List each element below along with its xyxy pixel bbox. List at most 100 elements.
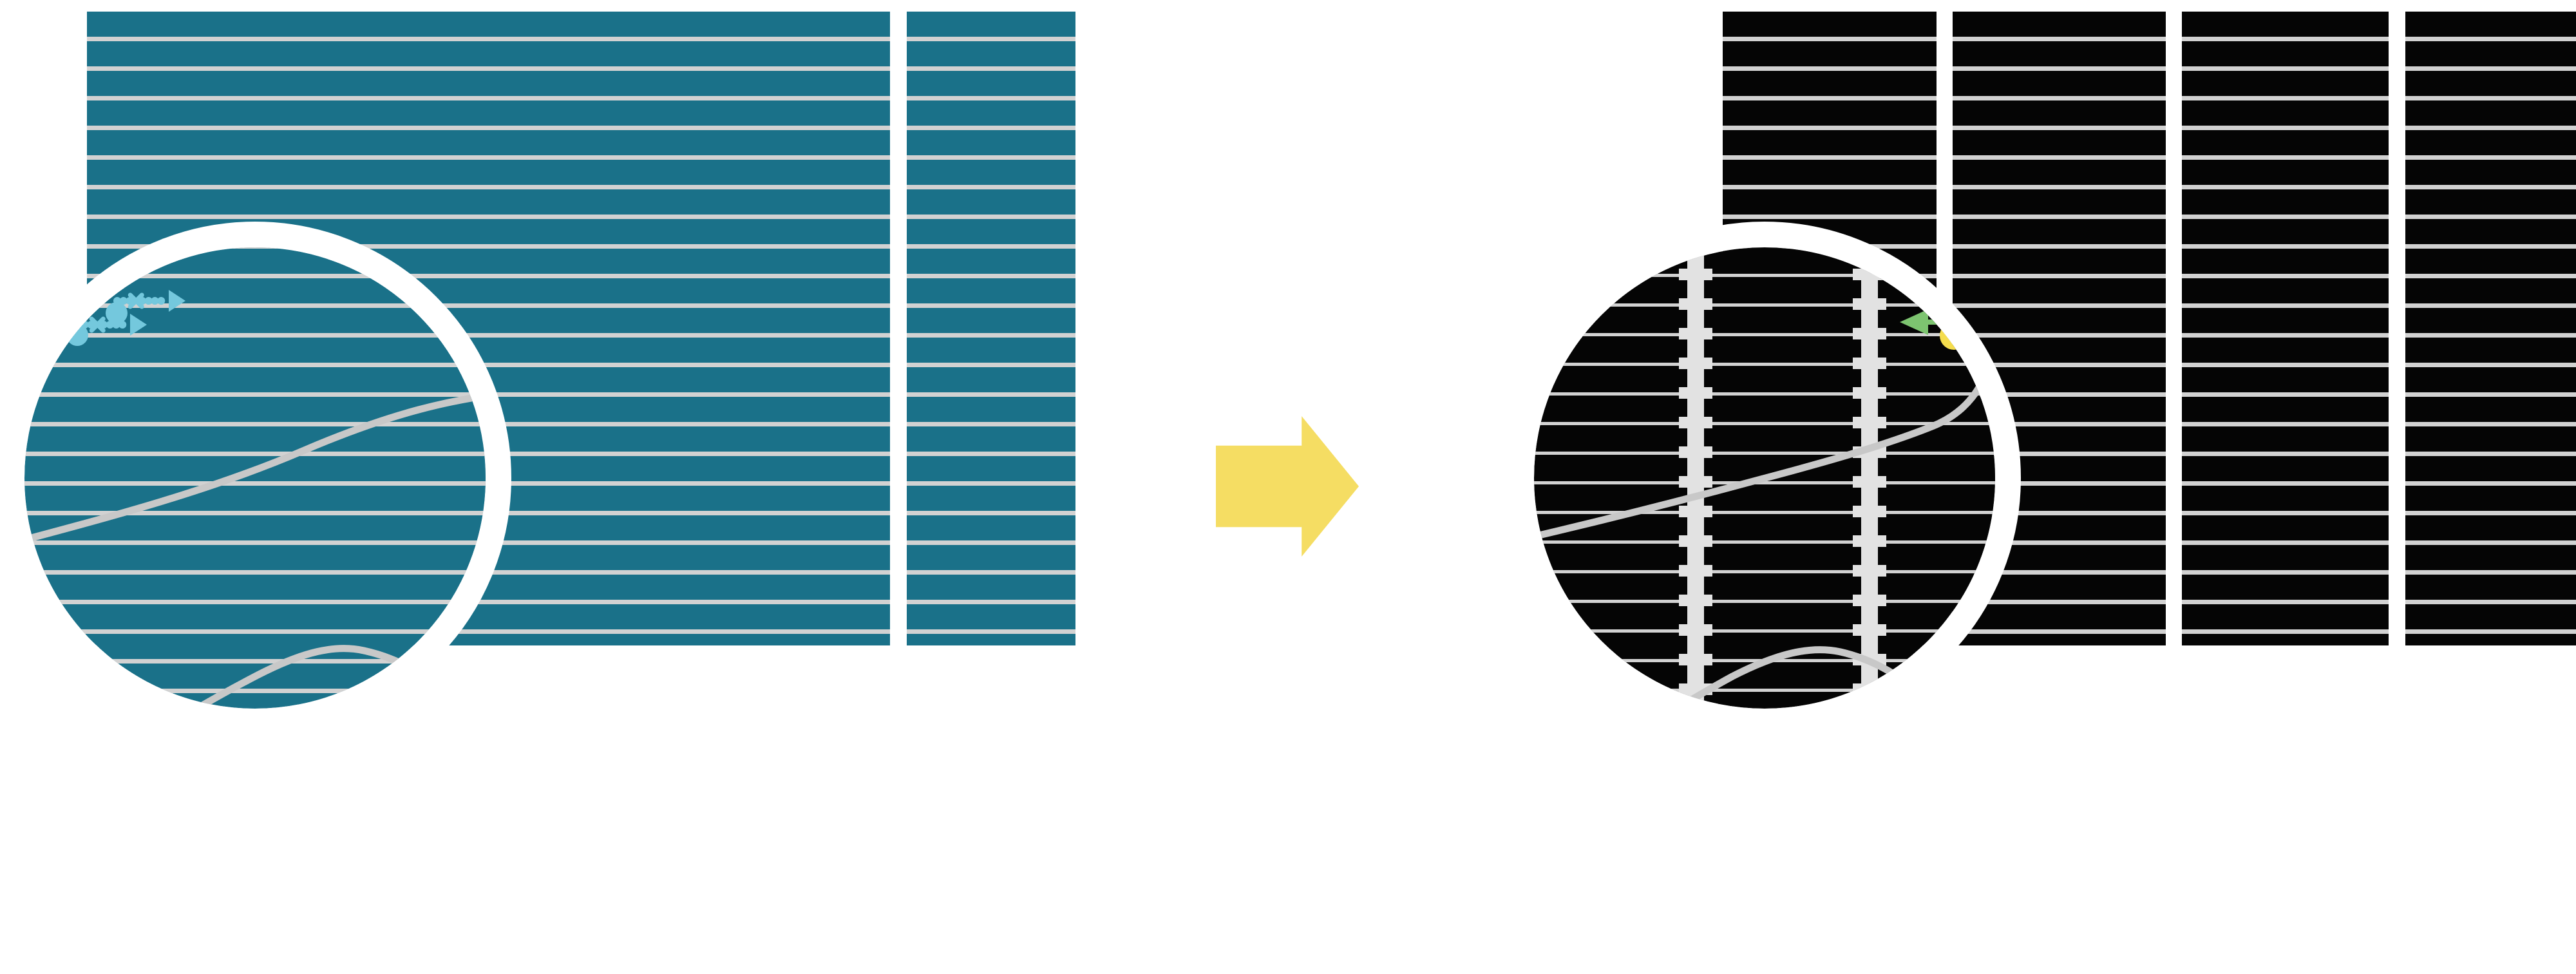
x-marker-icon	[89, 316, 106, 333]
row-divider	[907, 422, 1075, 426]
row-divider	[907, 155, 1075, 160]
row-divider	[1953, 481, 2166, 486]
row-divider	[1953, 629, 2166, 634]
row-divider	[1953, 66, 2166, 71]
row-divider	[2182, 363, 2389, 367]
row-divider	[1534, 333, 1995, 336]
grid-tick-notch	[1679, 61, 1712, 73]
transform-arrow-icon	[1216, 416, 1359, 557]
grid-tick-notch	[1679, 269, 1712, 280]
trail-dot	[106, 321, 114, 329]
grid-tick-notch	[1679, 180, 1712, 191]
row-divider	[1953, 600, 2166, 604]
row-divider	[24, 333, 486, 338]
row-divider	[2182, 629, 2389, 634]
row-divider	[2182, 185, 2389, 189]
row-divider	[907, 511, 1075, 515]
row-divider	[1534, 600, 1995, 603]
row-divider	[907, 66, 1075, 71]
row-divider	[87, 155, 890, 160]
row-divider	[907, 303, 1075, 308]
row-divider	[2405, 66, 2576, 71]
row-divider	[1534, 689, 1995, 692]
right-column-3	[2182, 12, 2389, 645]
column-block	[2405, 12, 2576, 645]
trail-dot	[77, 146, 84, 154]
row-divider	[2182, 66, 2389, 71]
trail-dot	[69, 146, 77, 154]
left-column-2	[907, 12, 1075, 645]
row-divider	[1953, 155, 2166, 160]
row-divider	[1534, 392, 1995, 396]
arrowhead-icon	[169, 290, 185, 312]
grid-tick-notch	[1679, 358, 1712, 369]
row-divider	[1534, 452, 1995, 455]
left-magnifier-ring	[0, 222, 511, 734]
row-divider	[24, 363, 486, 367]
trail-dot	[61, 146, 68, 154]
row-divider	[87, 363, 890, 367]
grid-tick-notch	[1853, 298, 1886, 310]
row-divider	[1534, 570, 1995, 573]
row-divider	[2182, 540, 2389, 545]
grid-tick-notch	[1853, 476, 1886, 488]
column-block	[2182, 12, 2389, 645]
row-divider	[1953, 96, 2166, 100]
trail-dot	[112, 321, 120, 329]
row-divider	[87, 600, 890, 604]
row-divider	[2405, 274, 2576, 278]
row-divider	[2405, 422, 2576, 426]
trail-origin-dot	[106, 302, 128, 324]
row-divider	[2182, 333, 2389, 338]
row-divider	[24, 274, 486, 278]
row-divider	[907, 185, 1075, 189]
grid-tick-notch	[1679, 209, 1712, 221]
row-divider	[2405, 333, 2576, 338]
row-divider	[1534, 363, 1995, 366]
grid-tick-notch	[2027, 654, 2060, 665]
row-divider	[24, 629, 486, 634]
grid-tick-notch	[1679, 446, 1712, 458]
row-divider	[1953, 422, 2166, 426]
row-divider	[1953, 363, 2166, 367]
column-block	[907, 12, 1075, 645]
grid-tick-notch	[1679, 654, 1712, 665]
arrowhead-icon	[1900, 309, 1928, 335]
row-divider	[1723, 185, 1937, 189]
row-divider	[1723, 37, 1937, 41]
grid-tick-notch	[1679, 506, 1712, 517]
grid-tick-notch	[2027, 713, 2060, 725]
grid-tick-notch	[1853, 358, 1886, 369]
row-divider	[1534, 481, 1995, 484]
row-divider	[1723, 126, 1937, 130]
row-divider	[907, 481, 1075, 486]
row-divider	[2182, 422, 2389, 426]
row-divider	[2405, 126, 2576, 130]
row-divider	[907, 215, 1075, 219]
row-divider	[87, 629, 890, 634]
row-divider	[24, 540, 486, 545]
right-column-4	[2405, 12, 2576, 645]
row-divider	[2182, 303, 2389, 308]
row-divider	[24, 392, 486, 397]
grid-tick-notch	[1853, 506, 1886, 517]
row-divider	[24, 422, 486, 426]
row-divider	[2182, 37, 2389, 41]
row-divider	[907, 570, 1075, 575]
grid-tick-notch	[1679, 91, 1712, 102]
row-divider	[1534, 629, 1995, 633]
row-divider	[2182, 511, 2389, 515]
row-divider	[1953, 185, 2166, 189]
grid-tick-notch	[1679, 120, 1712, 132]
grid-tick-notch	[1853, 624, 1886, 636]
x-marker-icon	[128, 292, 144, 309]
row-divider	[1953, 215, 2166, 219]
row-divider	[1953, 540, 2166, 545]
row-divider	[907, 274, 1075, 278]
row-divider	[2405, 600, 2576, 604]
row-divider	[24, 247, 486, 249]
row-divider	[1953, 274, 2166, 278]
row-divider	[87, 37, 890, 41]
row-divider	[907, 37, 1075, 41]
row-divider	[1723, 155, 1937, 160]
